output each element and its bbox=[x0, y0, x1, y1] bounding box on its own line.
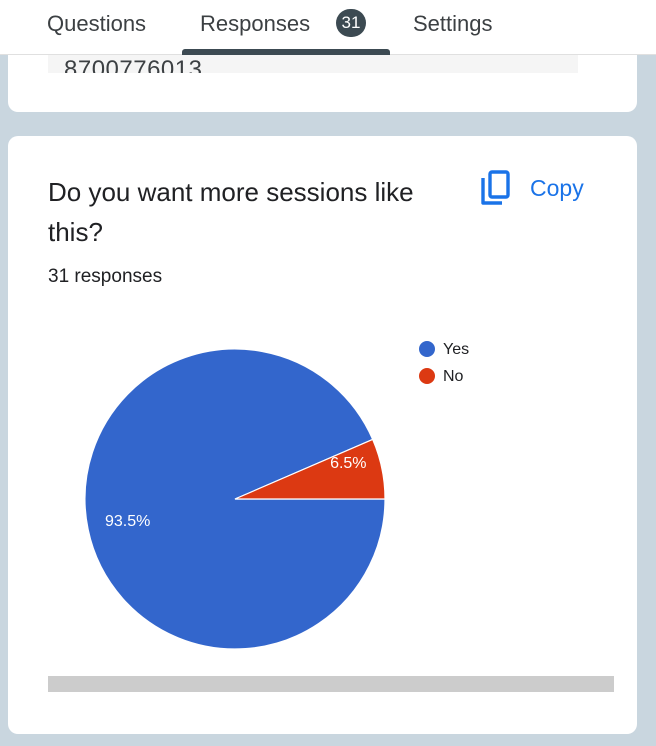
tab-responses[interactable]: Responses bbox=[200, 11, 311, 36]
tab-settings[interactable]: Settings bbox=[413, 11, 493, 36]
legend-label-yes: Yes bbox=[443, 341, 469, 358]
pie-slice-yes[interactable] bbox=[84, 348, 386, 650]
responses-count-badge: 31 bbox=[336, 9, 366, 37]
response-row bbox=[48, 55, 578, 73]
legend-swatch-yes bbox=[419, 341, 435, 357]
tab-bar: Questions Responses 31 Settings bbox=[0, 0, 656, 55]
pie-slice-no[interactable] bbox=[234, 438, 386, 500]
response-value: 8700776013 bbox=[64, 56, 203, 73]
copy-chart-button[interactable]: Copy bbox=[480, 170, 584, 206]
pie-chart: 6.5% 93.5% Yes No bbox=[84, 341, 469, 650]
question-title: Do you want more sessions like this? bbox=[48, 177, 414, 247]
active-tab-indicator bbox=[182, 49, 390, 55]
responses-count: 31 responses bbox=[48, 266, 163, 287]
legend-swatch-no bbox=[419, 368, 435, 384]
slice-label-yes: 93.5% bbox=[105, 513, 150, 530]
tab-questions[interactable]: Questions bbox=[47, 11, 147, 36]
horizontal-scrollbar[interactable] bbox=[48, 676, 614, 692]
slice-label-no: 6.5% bbox=[330, 455, 366, 472]
copy-icon bbox=[481, 170, 510, 205]
legend-label-no: No bbox=[443, 368, 464, 385]
copy-label: Copy bbox=[530, 174, 584, 201]
question-summary-card: Do you want more sessions like this? Cop… bbox=[8, 136, 637, 734]
